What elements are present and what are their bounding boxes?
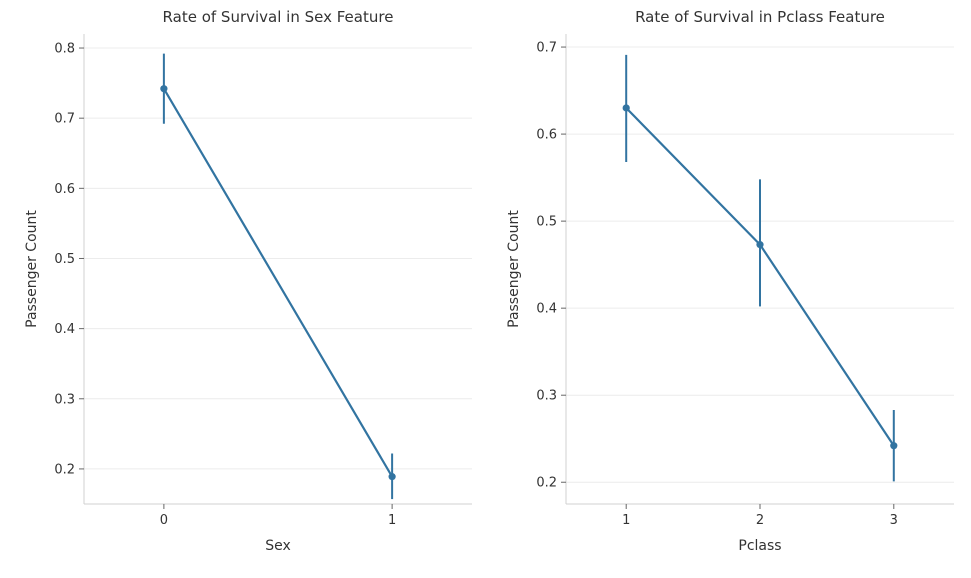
- pclass-panel: 0.2 0.3 0.4 0.5 0.6 0.7 1 2 3 Rate of Survival in…: [506, 8, 954, 554]
- sex-panel: 0.2 0.3 0.4 0.5 0.6 0.7 0.8 0 1 Rate of Survival …: [24, 8, 472, 554]
- x-axis-label: Sex: [265, 538, 291, 554]
- y-tick-label: 0.4: [54, 322, 75, 337]
- chart-stage: 0.2 0.3 0.4 0.5 0.6 0.7 0.8 0 1 Rate of Survival …: [0, 0, 971, 578]
- y-tick-label: 0.2: [536, 476, 557, 491]
- plot-background: [84, 34, 472, 504]
- series-marker: [160, 85, 167, 92]
- y-tick-label: 0.6: [536, 128, 557, 143]
- x-tick-label: 1: [388, 513, 396, 528]
- y-tick-label: 0.3: [54, 392, 75, 407]
- x-tick-label: 3: [890, 513, 898, 528]
- y-tick-label: 0.5: [536, 215, 557, 230]
- y-tick-label: 0.4: [536, 302, 557, 317]
- y-tick-label: 0.8: [54, 42, 75, 57]
- panel-title: Rate of Survival in Sex Feature: [163, 8, 394, 26]
- panel-title: Rate of Survival in Pclass Feature: [635, 8, 885, 26]
- series-marker: [756, 241, 763, 248]
- x-axis-label: Pclass: [738, 538, 781, 554]
- x-tick-label: 1: [622, 513, 630, 528]
- y-axis-label: Passenger Count: [506, 210, 522, 328]
- x-tick-label: 2: [756, 513, 764, 528]
- y-tick-label: 0.6: [54, 182, 75, 197]
- y-axis-label: Passenger Count: [24, 210, 40, 328]
- y-tick-label: 0.2: [54, 462, 75, 477]
- y-tick-label: 0.3: [536, 389, 557, 404]
- y-tick-label: 0.5: [54, 252, 75, 267]
- series-marker: [623, 104, 630, 111]
- y-tick-label: 0.7: [536, 41, 557, 56]
- series-marker: [890, 442, 897, 449]
- series-marker: [389, 473, 396, 480]
- x-tick-label: 0: [160, 513, 168, 528]
- y-tick-label: 0.7: [54, 112, 75, 127]
